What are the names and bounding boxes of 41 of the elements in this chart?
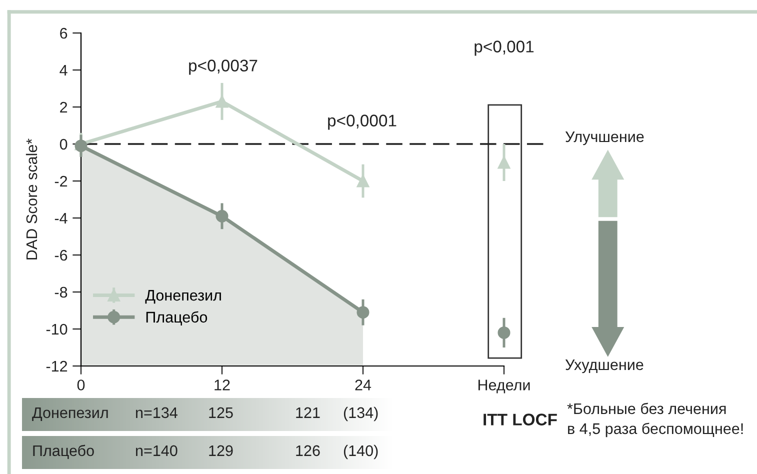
- y-tick-label: 4: [60, 65, 68, 76]
- y-axis-title: DAD Score scale*: [26, 138, 38, 260]
- y-tick-label: -12: [46, 360, 68, 372]
- point: [498, 156, 510, 169]
- point: [356, 174, 370, 188]
- point: [216, 95, 228, 108]
- legend-label: Донепезил: [145, 290, 221, 304]
- text: 121: [296, 407, 320, 418]
- y-tick-label: -4: [54, 213, 68, 224]
- text: (140): [344, 444, 378, 460]
- x-tick-label: 0: [77, 380, 85, 390]
- text: 129: [209, 445, 233, 456]
- legend-label: Плацебо: [146, 311, 208, 326]
- x-tick-label: 12: [214, 380, 230, 390]
- y-tick-label: 6: [60, 28, 68, 39]
- y-tick-label: -10: [46, 324, 68, 335]
- annotation: p<0,001: [474, 40, 534, 56]
- text: 126: [296, 445, 320, 456]
- text: n=140: [136, 445, 178, 456]
- text: Плацебо: [33, 444, 94, 459]
- y-tick-label: -8: [54, 286, 68, 298]
- annotation: p<0,0001: [328, 114, 396, 130]
- annotation: p<0,0037: [189, 60, 258, 75]
- text: Улучшение: [565, 131, 644, 146]
- text: ITT LOCF: [484, 414, 557, 426]
- point: [356, 306, 370, 319]
- text: Донепезил: [32, 407, 108, 421]
- text: n=134: [136, 407, 178, 418]
- point: [216, 210, 228, 222]
- text: 125: [209, 407, 233, 418]
- y-tick-label: -2: [54, 176, 68, 187]
- point: [498, 326, 510, 339]
- x-tick-label: 24: [355, 380, 372, 390]
- point: [74, 140, 88, 152]
- x-tick-label: Недели: [478, 380, 530, 394]
- text: *Больные без лечения в 4,5 раза беспомощнее!: [567, 402, 743, 438]
- text: Ухудшение: [565, 359, 644, 374]
- y-tick-label: 0: [60, 138, 68, 150]
- y-tick-label: -6: [54, 250, 68, 261]
- text: (134): [344, 406, 378, 422]
- y-tick-label: 2: [60, 102, 68, 113]
